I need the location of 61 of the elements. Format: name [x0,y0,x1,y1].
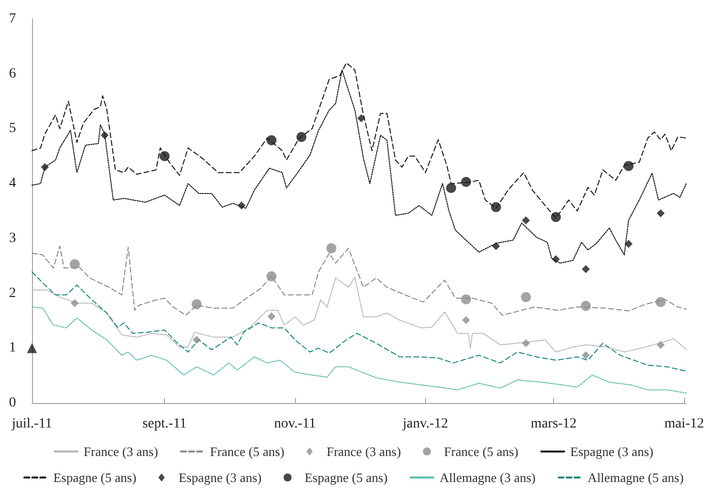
point [357,114,366,122]
point [238,202,246,210]
point [582,351,590,360]
point [656,209,665,218]
point [580,300,591,311]
x-tick-label: sept.-11 [142,416,187,432]
point [522,339,530,348]
y-tick-label: 2 [9,286,16,301]
x-tick-label: janv.-12 [402,416,448,432]
point [491,202,502,212]
point [266,135,276,146]
y-tick-label: 3 [9,230,16,246]
point [520,292,531,302]
point [552,255,560,264]
point [624,240,633,248]
point [624,161,634,172]
point [446,182,456,193]
point [462,316,470,324]
point [192,336,201,344]
point [266,271,276,282]
y-tick-label: 6 [9,66,16,82]
point [100,131,109,140]
line-series [32,271,687,372]
point [70,259,80,270]
point [267,312,276,320]
y-tick-label: 4 [9,176,16,192]
y-tick-label: 5 [9,121,16,136]
x-tick-label: juil.-11 [10,416,52,432]
legend-label: France (5 ans) [444,444,518,459]
point [461,176,472,187]
point [522,216,530,224]
legend-label: Espagne (3 ans) [178,470,262,485]
point [550,212,561,222]
legend-label: Espagne (3 ans) [570,444,654,459]
point [40,163,49,172]
point [70,299,79,308]
point [27,343,37,354]
y-tick-label: 0 [9,396,16,410]
y-tick-label: 1 [9,340,16,356]
point [160,151,170,162]
line-series [32,306,687,394]
x-tick-label: nov.-11 [274,416,316,432]
point [192,299,202,310]
point [656,297,666,308]
legend-label: Allemagne (5 ans) [588,470,684,485]
legend-label: Espagne (5 ans) [304,470,388,485]
legend-label: Allemagne (3 ans) [440,470,536,485]
y-tick-label: 7 [9,12,16,26]
point [656,340,665,349]
legend-label: France (3 ans) [84,444,158,459]
point [492,242,500,250]
legend-label: Espagne (5 ans) [53,470,136,485]
point [326,243,336,254]
legend-label: France (5 ans) [210,444,284,459]
point [296,132,306,142]
line-series [32,276,687,352]
legend-label: France (3 ans) [326,444,401,459]
x-tick-label: mai-12 [664,416,704,432]
x-tick-label: mars-12 [530,416,577,432]
point [582,265,590,274]
point [461,294,472,304]
